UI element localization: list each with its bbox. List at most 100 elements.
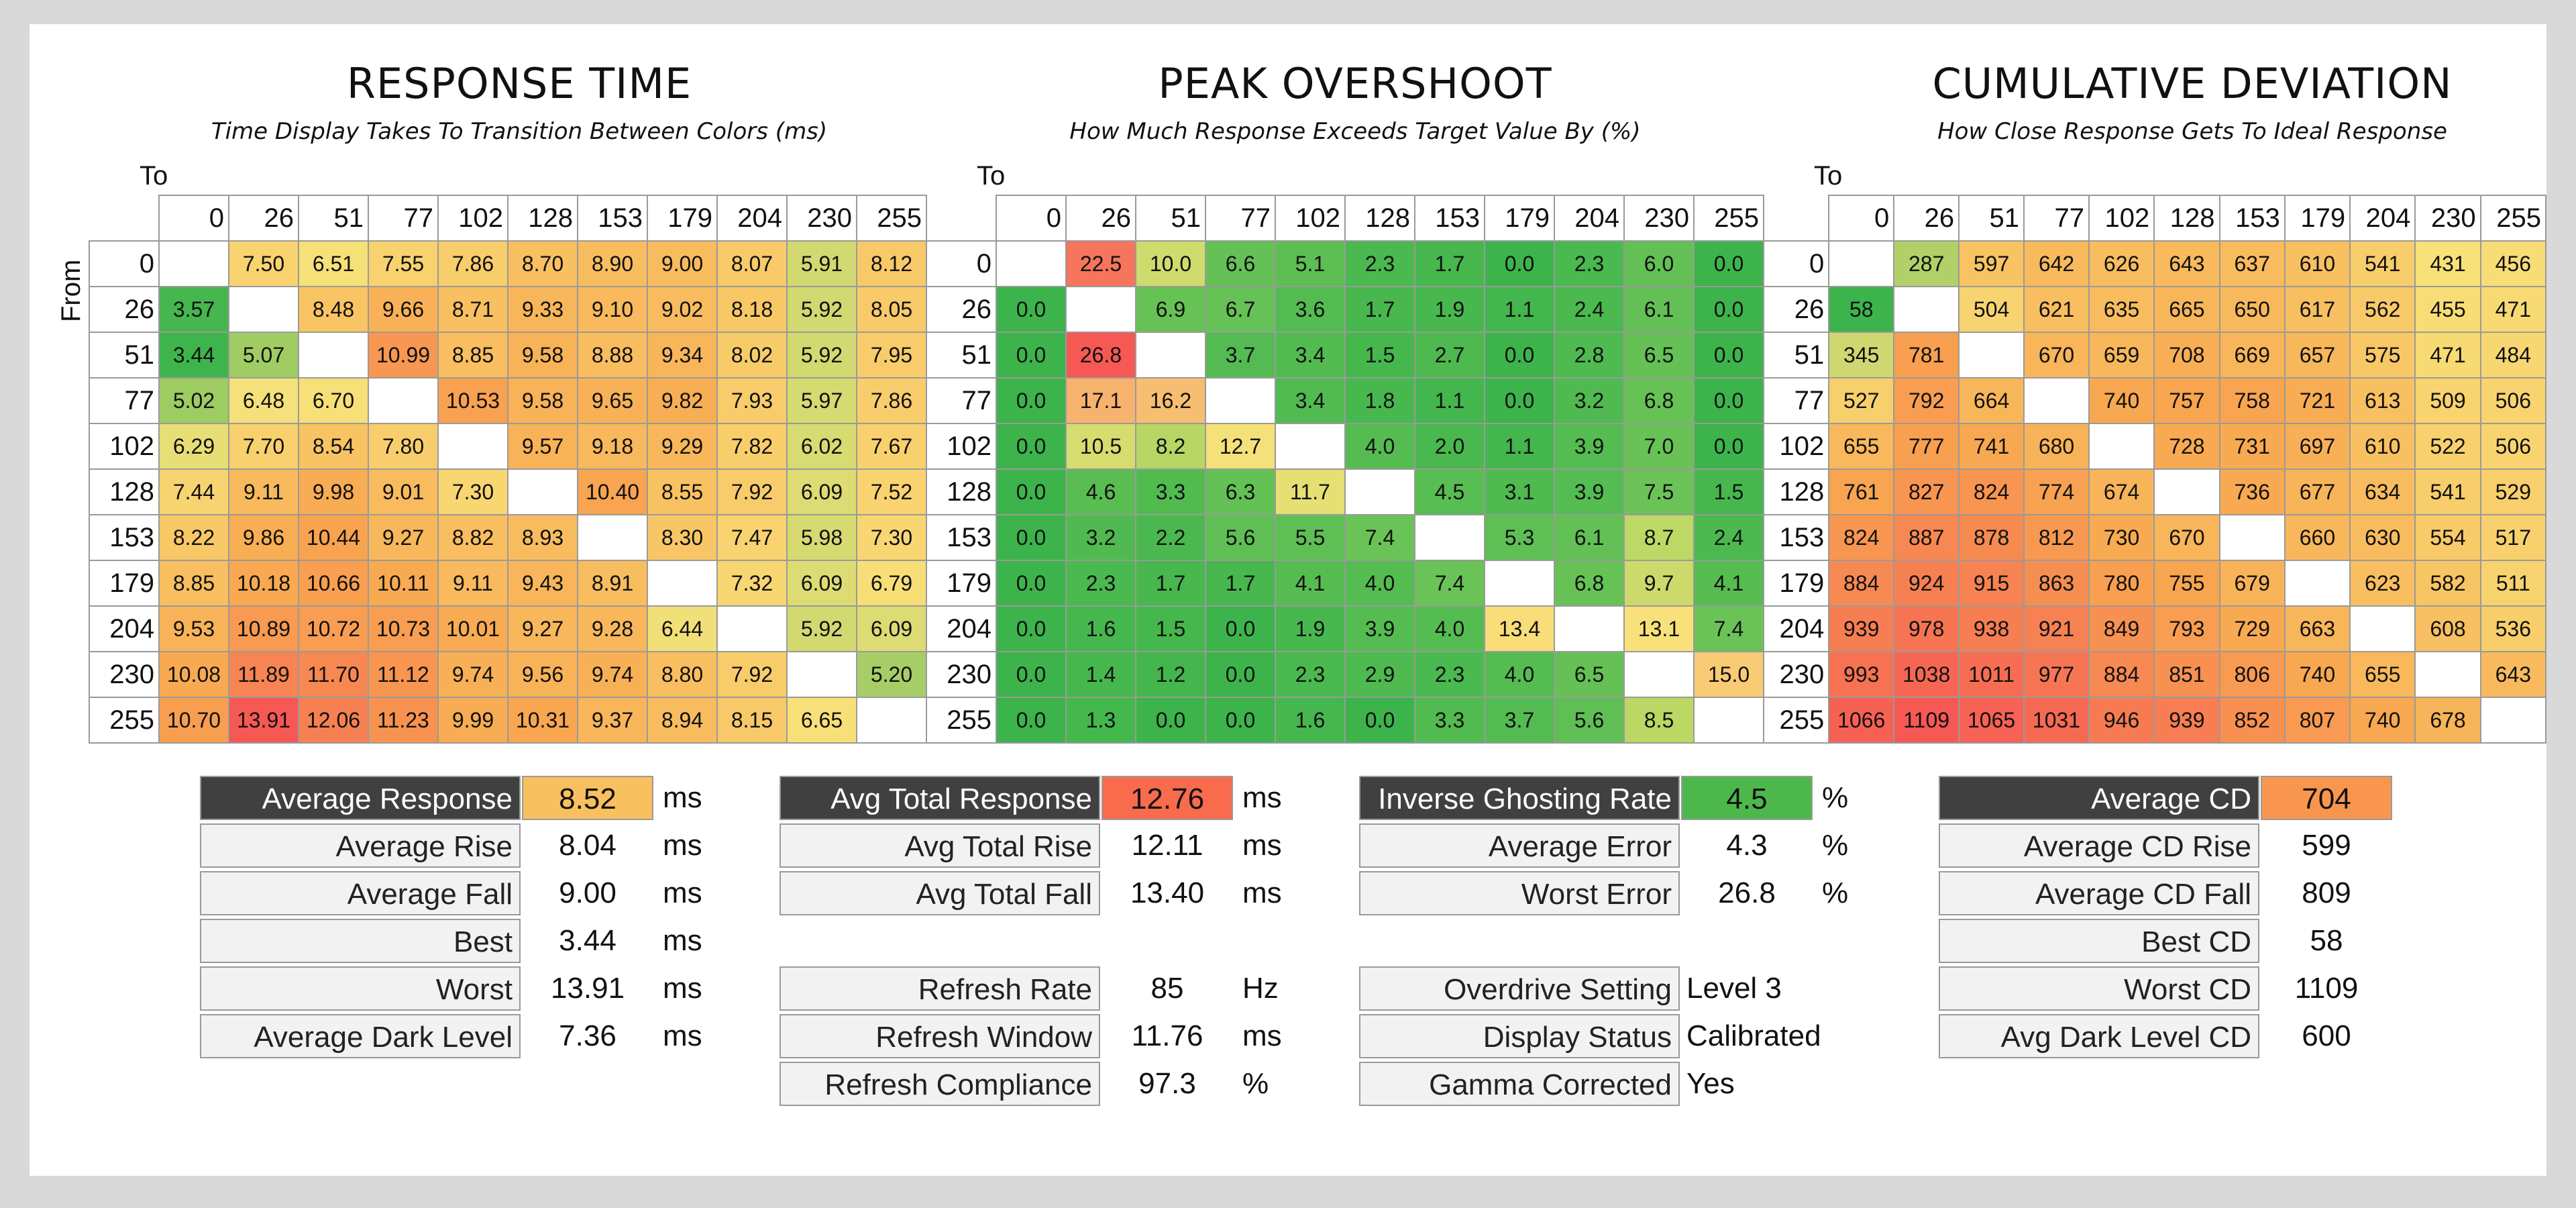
heatmap-cell: 3.1 [1484,468,1555,515]
to-header-cell: 26 [228,195,299,242]
heatmap-diagonal-cell [2218,514,2286,561]
heatmap-cell: 915 [1958,560,2025,607]
metric-value: 704 [2261,776,2392,820]
heatmap-cell: 6.79 [856,560,927,607]
metric-unit: % [1822,876,1849,909]
heatmap-cell: 8.85 [158,560,229,607]
cumulative-deviation-subtitle: How Close Response Gets To Ideal Respons… [1937,118,2447,145]
to-header-cell: 204 [1554,195,1625,242]
heatmap-cell: 9.02 [647,286,718,333]
heatmap-cell: 5.20 [856,651,927,698]
heatmap-cell: 731 [2218,423,2286,470]
to-header-cell: 0 [158,195,229,242]
heatmap-cell: 0.0 [996,514,1067,561]
heatmap-cell: 7.67 [856,423,927,470]
heatmap-cell: 2.2 [1135,514,1206,561]
heatmap-diagonal-cell [1275,423,1346,470]
heatmap-cell: 6.51 [298,240,369,287]
heatmap-cell: 793 [2153,605,2220,652]
heatmap-cell: 9.66 [368,286,439,333]
heatmap-diagonal-cell [298,332,369,379]
from-header-cell: 0 [926,240,997,287]
heatmap-cell: 7.95 [856,332,927,379]
metric-value: 600 [2302,1019,2351,1052]
heatmap-cell: 3.7 [1484,697,1555,744]
heatmap-cell: 634 [2349,468,2416,515]
heatmap-cell: 884 [1828,560,1895,607]
heatmap-cell: 1.7 [1344,286,1415,333]
metric-unit: ms [663,781,702,814]
heatmap-diagonal-cell [2479,697,2547,744]
to-header-cell: 102 [1275,195,1346,242]
heatmap-cell: 8.91 [577,560,648,607]
heatmap-cell: 0.0 [1484,377,1555,424]
heatmap-cell: 9.74 [577,651,648,698]
heatmap-cell: 781 [1893,332,1960,379]
heatmap-cell: 0.0 [1205,605,1276,652]
heatmap-cell: 8.82 [437,514,508,561]
heatmap-cell: 6.09 [856,605,927,652]
heatmap-cell: 0.0 [996,468,1067,515]
heatmap-cell: 0.0 [1205,651,1276,698]
heatmap-cell: 680 [2023,423,2090,470]
heatmap-cell: 630 [2349,514,2416,561]
heatmap-diagonal-cell [996,240,1067,287]
heatmap-cell: 921 [2023,605,2090,652]
heatmap-cell: 0.0 [996,560,1067,607]
heatmap-cell: 582 [2414,560,2481,607]
heatmap-cell: 8.70 [507,240,578,287]
metric-value: 4.3 [1726,829,1768,862]
heatmap-cell: 946 [2088,697,2155,744]
heatmap-cell: 1.7 [1135,560,1206,607]
to-header-cell: 230 [786,195,857,242]
to-header-cell: 26 [1893,195,1960,242]
heatmap-cell: 939 [1828,605,1895,652]
heatmap-cell: 1.1 [1484,286,1555,333]
metric-value: 599 [2302,829,2351,862]
metric-label: Display Status [1359,1014,1680,1058]
heatmap-cell: 7.32 [716,560,788,607]
heatmap-cell: 1038 [1893,651,1960,698]
from-header-cell: 102 [1762,423,1830,470]
from-header-cell: 230 [1762,651,1830,698]
heatmap-cell: 1109 [1893,697,1960,744]
heatmap-cell: 9.29 [647,423,718,470]
heatmap-cell: 863 [2023,560,2090,607]
heatmap-cell: 9.28 [577,605,648,652]
from-header-cell: 255 [1762,697,1830,744]
heatmap-cell: 6.09 [786,560,857,607]
metric-label: Average Dark Level [200,1014,521,1058]
heatmap-cell: 626 [2088,240,2155,287]
heatmap-cell: 456 [2479,240,2547,287]
heatmap-cell: 4.0 [1484,651,1555,698]
heatmap-cell: 849 [2088,605,2155,652]
heatmap-cell: 7.4 [1414,560,1485,607]
from-header-cell: 204 [926,605,997,652]
to-header-cell: 77 [1205,195,1276,242]
heatmap-cell: 2.4 [1693,514,1764,561]
from-header-cell: 51 [89,332,160,379]
metric-label: Worst [200,966,521,1011]
peak-overshoot-title: PEAK OVERSHOOT [1158,59,1552,108]
from-header-cell: 179 [1762,560,1830,607]
from-header-cell: 153 [1762,514,1830,561]
metric-row: Refresh Rate 85 Hz [780,966,1316,1013]
to-header-cell: 204 [716,195,788,242]
heatmap-cell: 8.85 [437,332,508,379]
heatmap-cell: 0.0 [1484,240,1555,287]
metric-label: Avg Total Response [780,776,1100,820]
heatmap-cell: 664 [1958,377,2025,424]
to-header-cell: 128 [1344,195,1415,242]
heatmap-cell: 670 [2153,514,2220,561]
heatmap-cell: 665 [2153,286,2220,333]
heatmap-diagonal-cell [1484,560,1555,607]
heatmap-diagonal-cell [1344,468,1415,515]
heatmap-cell: 0.0 [1344,697,1415,744]
heatmap-diagonal-cell [856,697,927,744]
heatmap-cell: 3.2 [1065,514,1136,561]
heatmap-cell: 7.30 [856,514,927,561]
heatmap-diagonal-cell [716,605,788,652]
from-header-cell: 255 [89,697,160,744]
from-header-cell: 179 [926,560,997,607]
response-time-subtitle: Time Display Takes To Transition Between… [211,118,828,145]
